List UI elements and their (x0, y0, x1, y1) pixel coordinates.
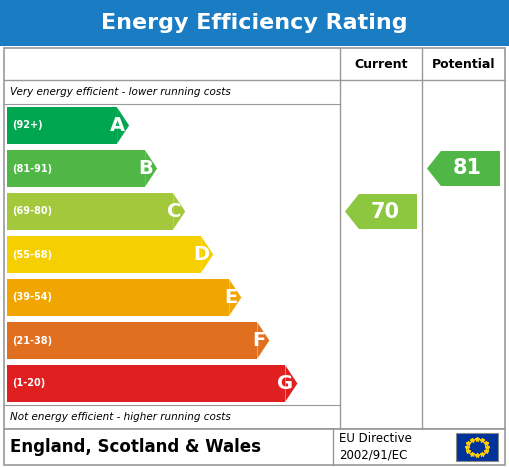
Text: (1-20): (1-20) (12, 378, 45, 389)
Text: (92+): (92+) (12, 120, 43, 130)
Polygon shape (201, 236, 213, 273)
Text: F: F (252, 331, 265, 350)
Bar (4, 48, 505, 429)
Text: D: D (193, 245, 209, 264)
Text: Not energy efficient - higher running costs: Not energy efficient - higher running co… (10, 412, 231, 422)
Bar (441, 151, 500, 186)
Polygon shape (258, 322, 269, 359)
Text: Very energy efficient - lower running costs: Very energy efficient - lower running co… (10, 87, 231, 97)
Text: (21-38): (21-38) (12, 335, 52, 346)
Text: C: C (167, 202, 181, 221)
Polygon shape (427, 151, 441, 186)
Text: G: G (277, 374, 293, 393)
Polygon shape (229, 279, 241, 316)
Bar (7, 193, 173, 230)
Polygon shape (286, 366, 297, 402)
Polygon shape (345, 194, 359, 229)
Text: (81-91): (81-91) (12, 163, 52, 174)
Polygon shape (117, 107, 129, 143)
Bar (0, 0, 509, 46)
Text: Energy Efficiency Rating: Energy Efficiency Rating (101, 13, 408, 33)
Text: 81: 81 (453, 158, 482, 178)
Text: (69-80): (69-80) (12, 206, 52, 217)
Bar (7, 107, 117, 143)
Bar (359, 194, 417, 229)
Polygon shape (173, 193, 185, 230)
Text: EU Directive
2002/91/EC: EU Directive 2002/91/EC (339, 432, 412, 462)
Text: (55-68): (55-68) (12, 249, 52, 260)
Polygon shape (145, 150, 157, 186)
Bar (456, 433, 498, 461)
Text: E: E (224, 288, 237, 307)
Bar (7, 366, 286, 402)
Text: England, Scotland & Wales: England, Scotland & Wales (10, 438, 261, 456)
Text: Potential: Potential (432, 57, 495, 71)
Text: A: A (110, 116, 125, 135)
Bar (7, 150, 145, 186)
Bar (7, 279, 229, 316)
Text: B: B (138, 159, 153, 178)
Text: Current: Current (354, 57, 408, 71)
Bar (7, 236, 201, 273)
Bar (4, 429, 505, 465)
Text: (39-54): (39-54) (12, 292, 52, 303)
Text: 70: 70 (371, 201, 400, 221)
Bar (7, 322, 258, 359)
